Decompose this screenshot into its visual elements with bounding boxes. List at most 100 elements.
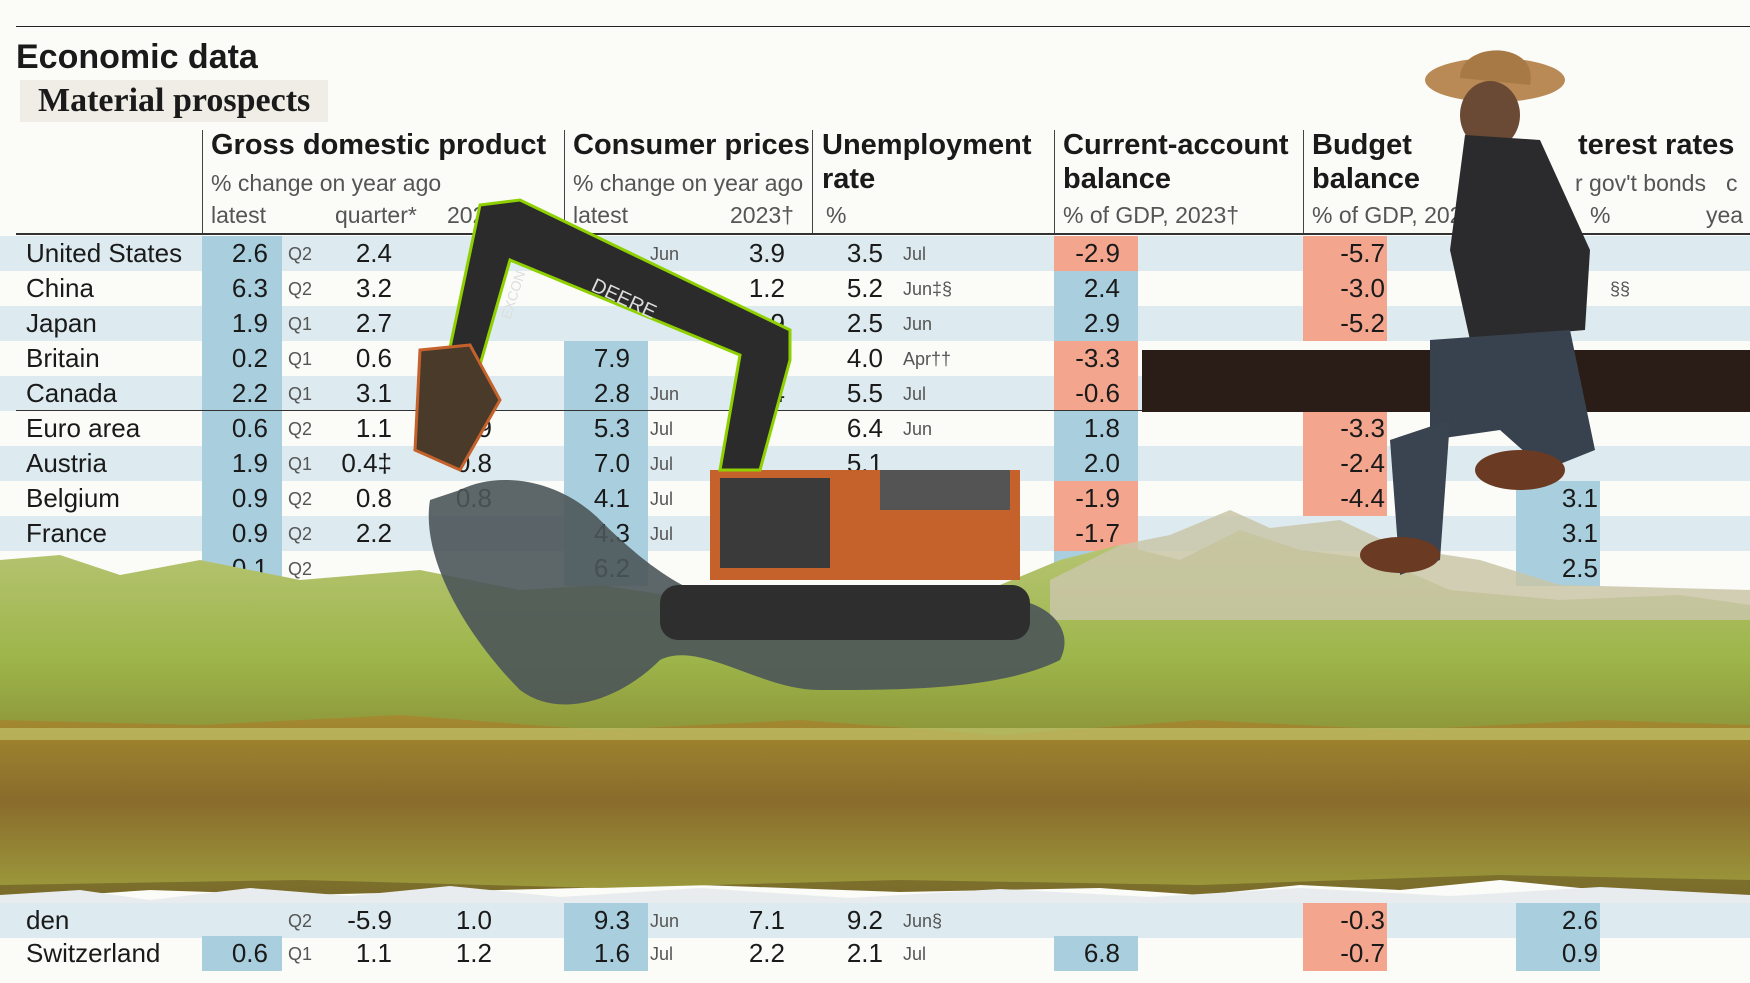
table-row: Switzerland 0.6 1.1 1.2 1.6 2.2 2.1 6.8 -0.7 0.9 Q… bbox=[0, 936, 1750, 971]
gdp-q-label: Q1 bbox=[288, 454, 313, 474]
gdp-value: 0.6 bbox=[231, 413, 268, 443]
cpi-m-label: Jun bbox=[650, 384, 680, 404]
un-value: 9.2 bbox=[846, 905, 883, 935]
gdp-q-label: Q2 bbox=[288, 244, 313, 264]
gdp-value: 0.6 bbox=[231, 938, 268, 968]
interest-rates-pct: % bbox=[1590, 202, 1611, 228]
gdp-qtr-value: 1.1 bbox=[355, 938, 392, 968]
gdp-value: 0.9 bbox=[231, 518, 268, 548]
gdp-qtr-value: 0.6 bbox=[355, 343, 392, 373]
gdp-qtr-value: 3.1 bbox=[355, 378, 392, 408]
cab-cell-shade bbox=[1054, 341, 1138, 376]
boy-image bbox=[1360, 50, 1595, 575]
cpi-value: 7.9 bbox=[593, 343, 630, 373]
gdp-qtr-value: 2.2 bbox=[355, 518, 392, 548]
gdp-q-label: Q1 bbox=[288, 944, 313, 964]
country-name: den bbox=[26, 905, 70, 935]
budget-heading-line2: balance bbox=[1312, 163, 1420, 195]
cpi-value: 9.3 bbox=[593, 905, 630, 935]
cpi-m-label: Jul bbox=[650, 489, 674, 509]
country-name: France bbox=[26, 518, 107, 548]
gdp-quarter-label: quarter* bbox=[335, 202, 417, 228]
cab-cell-shade bbox=[1054, 936, 1138, 971]
cab-cell-shade bbox=[1054, 306, 1138, 341]
cpi-m-label: Jun bbox=[650, 911, 680, 931]
gdp-q-label: Q2 bbox=[288, 279, 313, 299]
gdp-cell-shade bbox=[202, 236, 282, 271]
gdp-q-label: Q1 bbox=[288, 384, 313, 404]
cab-value: 2.4 bbox=[1083, 273, 1120, 303]
gdp-qtr-value: 2.4 bbox=[355, 238, 392, 268]
gdp-cell-shade bbox=[202, 341, 282, 376]
current-account-heading: Current-account balance bbox=[1063, 128, 1289, 196]
gdp-q-label: Q2 bbox=[288, 489, 313, 509]
current-account-heading-line1: Current-account bbox=[1063, 129, 1289, 161]
bud-value: -3.3 bbox=[1340, 413, 1385, 443]
gdp-unit: % change on year ago bbox=[211, 170, 442, 196]
cab-value: 6.8 bbox=[1083, 938, 1120, 968]
gdp-cell-shade bbox=[202, 446, 282, 481]
cab-cell-shade bbox=[1054, 446, 1138, 481]
bud-cell-shade bbox=[1303, 271, 1387, 306]
interest-rates-extra-year: yea bbox=[1706, 202, 1744, 228]
top-rule bbox=[16, 26, 1750, 27]
gdp-heading: Gross domestic product bbox=[211, 129, 547, 161]
gdp-q-label: Q1 bbox=[288, 314, 313, 334]
country-name: Canada bbox=[26, 378, 118, 408]
gdp-q-label: Q2 bbox=[288, 419, 313, 439]
country-name: Switzerland bbox=[26, 938, 161, 968]
cpi-cell-shade bbox=[564, 446, 648, 481]
gdp-cell-shade bbox=[202, 936, 282, 971]
gdp-cell-shade bbox=[202, 481, 282, 516]
un-value: 5.2 bbox=[846, 273, 883, 303]
excavator-image: DEERE EXCON bbox=[413, 198, 1065, 705]
bud-cell-shade bbox=[1303, 481, 1387, 516]
cab-cell-shade bbox=[1054, 236, 1138, 271]
bud-value: -5.2 bbox=[1340, 308, 1385, 338]
un-value: 2.1 bbox=[846, 938, 883, 968]
bud-value: -2.4 bbox=[1340, 448, 1385, 478]
cpi-year-label: 2023† bbox=[730, 202, 794, 228]
column-divider bbox=[564, 130, 565, 234]
country-name: Euro area bbox=[26, 413, 141, 443]
country-name: Belgium bbox=[26, 483, 120, 513]
rate-value: 0.9 bbox=[1561, 938, 1598, 968]
bud-value: -3.0 bbox=[1340, 273, 1385, 303]
unemployment-heading-line2: rate bbox=[822, 163, 876, 195]
un-m-label: Jun§ bbox=[903, 911, 943, 931]
gdp-qtr-value: -5.9 bbox=[347, 905, 392, 935]
gdp-yr-value: 1.0 bbox=[455, 905, 492, 935]
un-m-label: Jun‡§ bbox=[903, 279, 953, 299]
bud-cell-shade bbox=[1303, 236, 1387, 271]
un-m-label: Apr†† bbox=[903, 349, 952, 369]
gdp-cell-shade bbox=[202, 271, 282, 306]
cab-value: 2.9 bbox=[1083, 308, 1120, 338]
interest-rates-heading: terest rates bbox=[1578, 129, 1735, 161]
rate-value: 3.1 bbox=[1561, 483, 1598, 513]
cpi-cell-shade bbox=[564, 936, 648, 971]
gdp-cell-shade bbox=[202, 411, 282, 446]
country-name: China bbox=[26, 273, 94, 303]
table-row: Austria 1.9 0.4‡ 0.8 7.0 5.1 2.0 -2.4 Q1 Jul bbox=[0, 446, 1750, 481]
unemployment-heading-line1: Unemployment bbox=[822, 129, 1032, 161]
cpi-cell-shade bbox=[564, 376, 648, 411]
gdp-q-label: Q2 bbox=[288, 911, 313, 931]
rate-value: 3.1 bbox=[1561, 518, 1598, 548]
column-divider bbox=[812, 130, 813, 234]
interest-rates-extra: c bbox=[1726, 170, 1738, 196]
bud-cell-shade bbox=[1303, 411, 1387, 446]
mud-field bbox=[0, 715, 1750, 888]
un-value: 3.5 bbox=[846, 238, 883, 268]
bud-cell-shade bbox=[1303, 306, 1387, 341]
gdp-value: 2.6 bbox=[231, 238, 268, 268]
cpi-cell-shade bbox=[564, 411, 648, 446]
gdp-value: 0.9 bbox=[231, 483, 268, 513]
un-m-label: Jul bbox=[903, 244, 927, 264]
cab-value: -2.9 bbox=[1075, 238, 1120, 268]
unemployment-heading: Unemployment rate bbox=[822, 128, 1031, 196]
bud-cell-shade bbox=[1303, 903, 1387, 938]
un-m-label: Jun bbox=[903, 314, 933, 334]
